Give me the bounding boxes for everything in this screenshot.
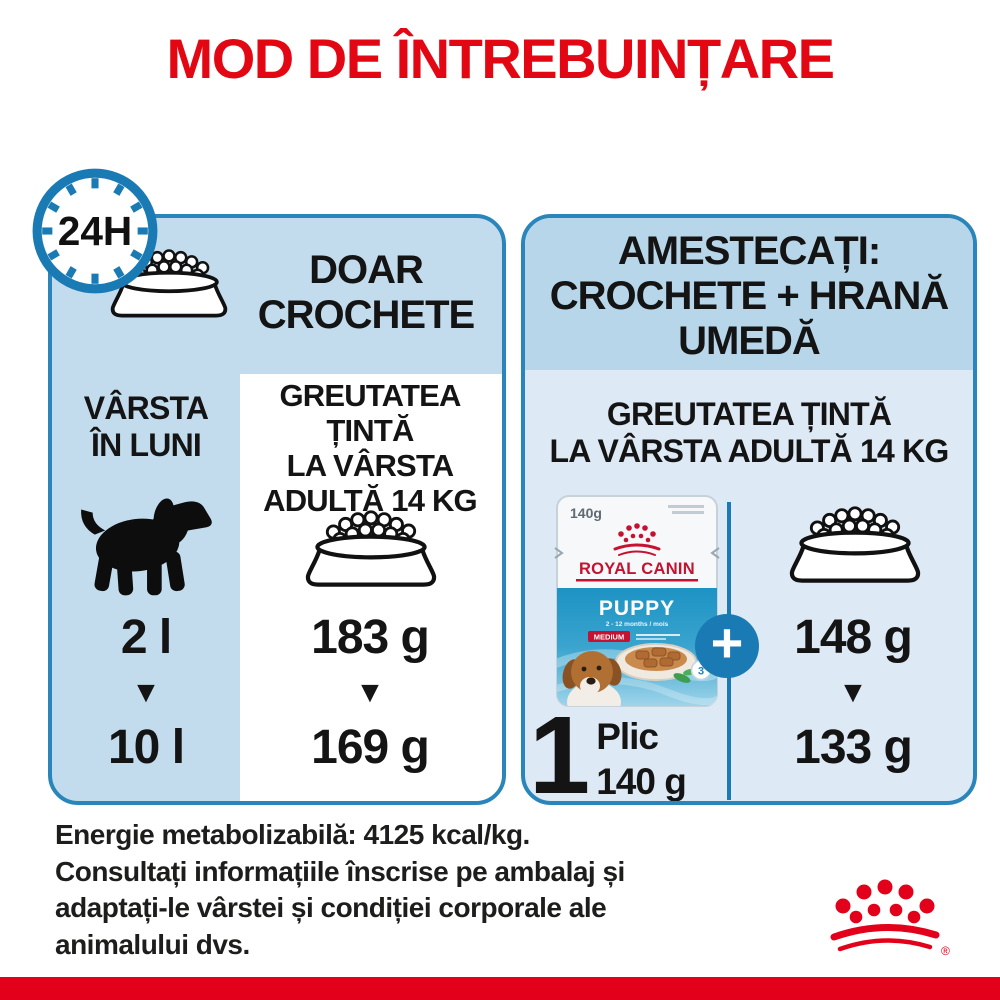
serving-size: 1 Plic 140 g xyxy=(529,694,687,805)
panel-mix-kibble-wet: AMESTECAȚI: CROCHETE + HRANĂ UMEDĂ GREUT… xyxy=(521,214,977,805)
kibble-start-value: 183 g xyxy=(311,611,430,664)
right-panel-title-line2: CROCHETE + HRANĂ xyxy=(549,274,949,318)
serving-count: 1 xyxy=(529,694,590,805)
footer-line-4: animalului dvs. xyxy=(55,928,250,960)
kibble-weight-label: GREUTATEA ȚINTĂ LA VÂRSTA ADULTĂ 14 KG xyxy=(244,378,496,518)
right-panel-title-line3: UMEDĂ xyxy=(678,319,821,363)
footer-line-2: Consultați informațiile înscrise pe amba… xyxy=(55,855,625,887)
pouch-age-range-text: 2 - 12 months / mois xyxy=(606,621,669,628)
pouch-range-text: PUPPY xyxy=(599,597,675,620)
footer-line-1: Energie metabolizabilă: 4125 kcal/kg. xyxy=(55,819,530,850)
footer-note: Energie metabolizabilă: 4125 kcal/kg. Co… xyxy=(55,817,625,963)
clock-24h-icon: 24H xyxy=(28,164,162,298)
age-end-value: 10 l xyxy=(107,721,185,774)
right-panel-title: AMESTECAȚI: CROCHETE + HRANĂ UMEDĂ xyxy=(525,229,973,364)
serving-unit: Plic xyxy=(596,716,659,757)
plus-glyph: + xyxy=(710,611,744,674)
mix-kibble-start-value: 148 g xyxy=(794,611,913,664)
pouch-size-label: MEDIUM xyxy=(594,633,624,642)
clock-24h-label: 24H xyxy=(58,208,132,254)
right-panel-subtitle: GREUTATEA ȚINTĂ LA VÂRSTA ADULTĂ 14 KG xyxy=(525,396,973,470)
age-start-value: 2 l xyxy=(120,611,172,664)
right-panel-title-line1: AMESTECAȚI: xyxy=(617,229,881,273)
footer-red-bar xyxy=(0,977,1000,1000)
age-down-arrow-icon: ▼ xyxy=(131,676,161,709)
mix-kibble-down-arrow-icon: ▼ xyxy=(838,676,868,709)
footer-line-3: adaptați-le vârstei și condiției corpora… xyxy=(55,892,607,923)
page-title: MOD DE ÎNTREBUINȚARE xyxy=(166,27,835,90)
kibble-weight-label-line1: GREUTATEA ȚINTĂ xyxy=(279,378,461,448)
left-panel-title-line2: CROCHETE xyxy=(257,293,475,337)
left-panel-title-line1: DOAR xyxy=(309,248,424,292)
right-subtitle-line1: GREUTATEA ȚINTĂ xyxy=(606,396,892,432)
registered-mark: ® xyxy=(941,944,950,958)
kibble-weight-label-line2: LA VÂRSTA xyxy=(286,448,455,483)
mix-kibble-end-value: 133 g xyxy=(794,721,913,774)
kibble-bowl-icon xyxy=(777,496,933,590)
pouch-crown-logo xyxy=(613,523,661,556)
age-column-label: VÂRSTA ÎN LUNI xyxy=(56,390,236,464)
age-label-line2: ÎN LUNI xyxy=(91,427,202,463)
age-label-line1: VÂRSTA xyxy=(83,390,209,426)
royal-canin-crown-logo: ® xyxy=(816,874,954,960)
panel-kibble-only: DOAR CROCHETE VÂRSTA ÎN LUNI xyxy=(48,214,506,805)
kibble-end-value: 169 g xyxy=(311,721,430,774)
right-panel-header-band xyxy=(525,218,973,370)
pouch-weight-label: 140g xyxy=(570,505,602,521)
kibble-weight-column-bg xyxy=(240,374,502,801)
plus-icon: + xyxy=(695,614,759,678)
pouch-badge-number: 3 xyxy=(698,666,704,678)
right-subtitle-line2: LA VÂRSTA ADULTĂ 14 KG xyxy=(549,433,950,469)
pouch-brand-text: ROYAL CANIN xyxy=(579,560,695,578)
kibble-down-arrow-icon: ▼ xyxy=(355,676,385,709)
kibble-bowl-icon xyxy=(294,500,448,594)
pouch-product-image: 140g ROYAL CANIN xyxy=(552,490,722,712)
kibble-bowl-icon xyxy=(100,240,238,324)
puppy-silhouette-icon xyxy=(78,480,214,606)
left-panel-title: DOAR CROCHETE xyxy=(240,248,492,338)
serving-amount: 140 g xyxy=(596,761,687,802)
